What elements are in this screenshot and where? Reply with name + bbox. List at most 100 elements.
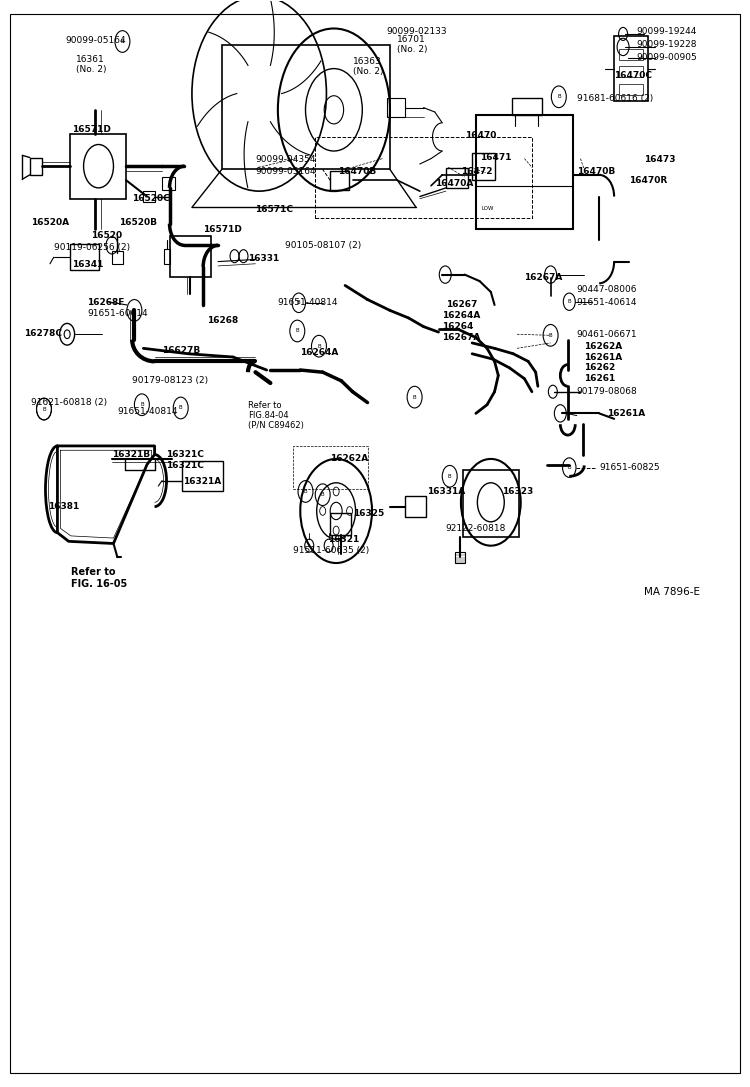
Text: B: B xyxy=(557,95,561,99)
Text: 16627B: 16627B xyxy=(162,346,200,355)
Text: 16470B: 16470B xyxy=(577,167,615,176)
Text: 16473: 16473 xyxy=(644,155,676,164)
Text: 90099-05164: 90099-05164 xyxy=(65,36,125,45)
Text: B: B xyxy=(568,299,571,304)
Bar xyxy=(182,461,224,491)
Bar xyxy=(619,84,644,95)
Text: 16261A: 16261A xyxy=(607,409,645,417)
Text: 16268F: 16268F xyxy=(87,298,124,308)
Text: 16571D: 16571D xyxy=(203,225,242,234)
Text: 90179-08123 (2): 90179-08123 (2) xyxy=(132,376,209,386)
Text: B: B xyxy=(297,300,301,305)
Bar xyxy=(619,66,644,77)
Text: 16571D: 16571D xyxy=(72,125,111,134)
Text: 91681-60616 (2): 91681-60616 (2) xyxy=(577,95,653,103)
Text: B: B xyxy=(317,343,321,349)
Text: 16470A: 16470A xyxy=(435,179,473,188)
Bar xyxy=(330,513,351,535)
Bar xyxy=(222,45,390,170)
Text: B: B xyxy=(413,395,416,400)
Bar xyxy=(162,177,176,190)
Text: 91651-60614: 91651-60614 xyxy=(87,309,148,318)
Text: 90119-06256 (2): 90119-06256 (2) xyxy=(54,243,130,252)
Text: 90461-06671: 90461-06671 xyxy=(577,329,638,339)
Text: 16520B: 16520B xyxy=(119,218,158,227)
Text: MA 7896-E: MA 7896-E xyxy=(644,587,700,597)
Text: 90099-05164: 90099-05164 xyxy=(256,167,316,176)
Bar xyxy=(30,158,43,175)
Text: 16267A: 16267A xyxy=(524,273,562,283)
Bar xyxy=(455,552,466,563)
Text: B: B xyxy=(321,492,325,497)
Bar xyxy=(446,168,469,188)
Text: 16264A: 16264A xyxy=(300,348,339,358)
Text: 16262A: 16262A xyxy=(330,454,368,463)
Text: 16267: 16267 xyxy=(446,300,477,310)
Bar xyxy=(472,153,494,180)
Text: 91621-60818 (2): 91621-60818 (2) xyxy=(32,398,107,407)
Bar xyxy=(512,98,542,115)
Text: 16264: 16264 xyxy=(442,322,474,332)
Text: B: B xyxy=(568,465,571,470)
Bar xyxy=(387,98,405,117)
Bar xyxy=(315,137,532,218)
Text: 16321C: 16321C xyxy=(166,461,204,470)
Text: B: B xyxy=(448,474,452,478)
Text: 90099-02133: 90099-02133 xyxy=(386,27,447,36)
Text: 16331A: 16331A xyxy=(427,487,466,496)
Text: 16261A: 16261A xyxy=(584,352,622,362)
Text: B: B xyxy=(304,489,307,493)
Bar xyxy=(164,249,170,264)
Text: 91651-40814: 91651-40814 xyxy=(278,298,338,308)
Text: 16267A: 16267A xyxy=(442,333,481,342)
Text: 16470R: 16470R xyxy=(629,176,668,185)
Text: 16278C: 16278C xyxy=(24,328,62,338)
Text: 16701
(No. 2): 16701 (No. 2) xyxy=(398,35,428,54)
Text: 16325: 16325 xyxy=(352,509,384,517)
Text: 16520C: 16520C xyxy=(132,195,170,203)
Bar xyxy=(70,134,126,199)
Bar xyxy=(405,496,426,517)
Text: 91651-40614: 91651-40614 xyxy=(577,298,638,308)
Text: B: B xyxy=(42,407,46,412)
Text: 90099-00905: 90099-00905 xyxy=(637,53,698,62)
Text: 16261: 16261 xyxy=(584,374,616,384)
Text: Refer to
FIG.84-04
(P/N C89462): Refer to FIG.84-04 (P/N C89462) xyxy=(248,401,304,430)
Text: 16268: 16268 xyxy=(207,315,238,325)
Text: 90179-08068: 90179-08068 xyxy=(577,387,638,396)
Text: 16321A: 16321A xyxy=(183,477,221,486)
Text: Refer to
FIG. 16-05: Refer to FIG. 16-05 xyxy=(71,567,128,589)
Text: 16520: 16520 xyxy=(91,232,122,240)
Text: 16321B: 16321B xyxy=(112,450,150,459)
Text: 16471: 16471 xyxy=(479,153,511,162)
Text: 16470B: 16470B xyxy=(338,167,376,176)
Text: B: B xyxy=(179,405,182,411)
Text: 91511-60635 (2): 91511-60635 (2) xyxy=(292,546,369,554)
Text: 91651-60825: 91651-60825 xyxy=(599,463,660,472)
Bar xyxy=(330,171,349,190)
Bar xyxy=(170,236,211,277)
Text: 90099-19244: 90099-19244 xyxy=(637,27,697,36)
Bar xyxy=(112,251,123,264)
Bar xyxy=(619,49,644,60)
Text: 16262A: 16262A xyxy=(584,341,622,351)
Text: 92122-60818: 92122-60818 xyxy=(446,524,506,533)
Text: 16264A: 16264A xyxy=(442,311,481,321)
Text: 90099-19228: 90099-19228 xyxy=(637,40,697,49)
Bar xyxy=(476,115,573,229)
Text: B: B xyxy=(121,39,124,43)
Text: B: B xyxy=(140,402,144,408)
Text: 16472: 16472 xyxy=(461,167,493,176)
Text: 16361
(No. 2): 16361 (No. 2) xyxy=(76,54,106,74)
Text: 16470C: 16470C xyxy=(614,71,652,79)
Text: 90447-08006: 90447-08006 xyxy=(577,285,638,295)
Text: 16321C: 16321C xyxy=(166,450,204,459)
Text: 16363
(No. 2): 16363 (No. 2) xyxy=(352,57,383,76)
Text: 16262: 16262 xyxy=(584,363,616,373)
Bar xyxy=(614,36,648,101)
Text: LOW: LOW xyxy=(481,205,494,211)
Text: 90099-04354: 90099-04354 xyxy=(256,155,316,164)
Text: 16321: 16321 xyxy=(328,535,359,544)
Text: 16331: 16331 xyxy=(248,254,279,263)
Text: 16520A: 16520A xyxy=(32,218,70,227)
